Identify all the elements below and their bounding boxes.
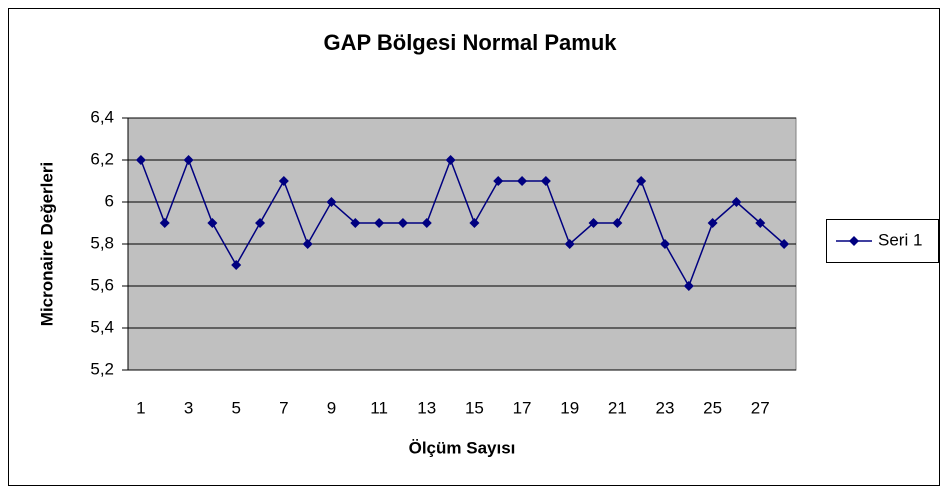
marker	[183, 155, 194, 165]
x-tick-label: 11	[370, 398, 388, 417]
marker	[374, 218, 385, 228]
x-tick-label: 5	[231, 398, 240, 417]
marker	[326, 197, 337, 207]
x-axis-label: Ölçüm Sayısı	[409, 438, 516, 457]
marker	[636, 176, 647, 186]
y-tick-label: 6	[105, 191, 114, 210]
y-tick-label: 6,2	[90, 149, 114, 168]
x-tick-label: 27	[751, 398, 770, 417]
y-tick-label: 6,4	[90, 107, 114, 126]
marker	[135, 155, 146, 165]
marker	[350, 218, 361, 228]
legend-label: Seri 1	[878, 230, 922, 249]
x-tick-label: 19	[560, 398, 579, 417]
chart-title: GAP Bölgesi Normal Pamuk	[323, 30, 617, 55]
marker	[707, 218, 718, 228]
marker	[421, 218, 432, 228]
marker	[302, 239, 313, 249]
y-tick-label: 5,6	[90, 275, 114, 294]
marker	[445, 155, 456, 165]
x-tick-label: 15	[465, 398, 484, 417]
y-tick-label: 5,4	[90, 317, 114, 336]
marker	[540, 176, 551, 186]
marker	[469, 218, 480, 228]
marker	[159, 218, 170, 228]
marker	[278, 176, 289, 186]
x-tick-label: 25	[703, 398, 722, 417]
series-line	[140, 157, 785, 288]
legend-marker	[849, 236, 859, 246]
marker	[612, 218, 623, 228]
marker	[493, 176, 504, 186]
x-tick-label: 17	[513, 398, 532, 417]
marker	[731, 197, 742, 207]
marker	[517, 176, 528, 186]
y-axis-label: Micronaire Değerleri	[37, 162, 56, 326]
marker	[683, 281, 694, 291]
marker	[659, 239, 670, 249]
marker	[779, 239, 790, 249]
y-tick-label: 5,2	[90, 359, 114, 378]
x-tick-label: 9	[327, 398, 336, 417]
marker	[755, 218, 766, 228]
y-tick-label: 5,8	[90, 233, 114, 252]
x-tick-label: 13	[417, 398, 436, 417]
x-tick-label: 1	[136, 398, 145, 417]
x-tick-label: 7	[279, 398, 288, 417]
marker	[397, 218, 408, 228]
x-tick-label: 23	[656, 398, 675, 417]
marker	[588, 218, 599, 228]
marker	[231, 260, 242, 270]
x-tick-label: 21	[608, 398, 627, 417]
x-tick-label: 3	[184, 398, 193, 417]
marker	[255, 218, 266, 228]
marker	[564, 239, 575, 249]
marker	[207, 218, 218, 228]
